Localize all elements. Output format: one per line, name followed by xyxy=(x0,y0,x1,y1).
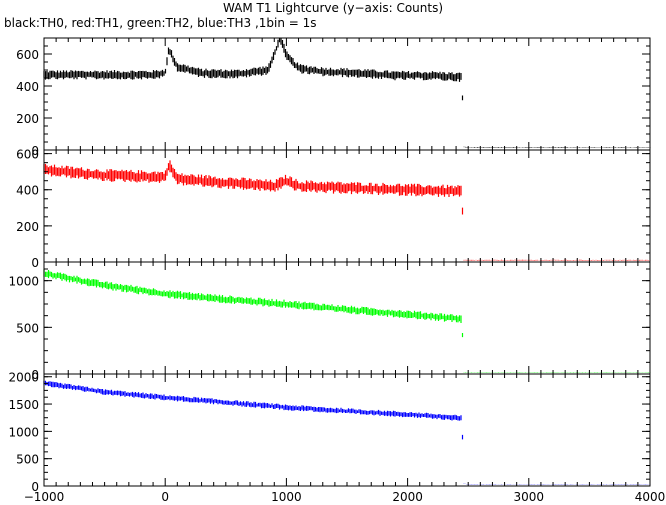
series-th1 xyxy=(43,160,651,261)
y-tick-label: 200 xyxy=(16,112,39,126)
panel-frame-th2 xyxy=(43,261,651,375)
panel-frame-th0 xyxy=(43,37,651,151)
y-tick-label: 0 xyxy=(31,480,39,494)
y-tick-label: 0 xyxy=(31,368,39,382)
chart-subtitle: black:TH0, red:TH1, green:TH2, blue:TH3 … xyxy=(4,16,317,30)
y-tick-label: 1500 xyxy=(8,398,39,412)
panel-frame-th1 xyxy=(43,149,651,263)
panel-frame-th3 xyxy=(43,373,651,487)
y-tick-label: 0 xyxy=(31,256,39,270)
y-tick-label: 500 xyxy=(16,453,39,467)
series-th3 xyxy=(43,380,651,485)
x-tick-label: −1000 xyxy=(24,490,65,504)
chart-title: WAM T1 Lightcurve (y−axis: Counts) xyxy=(222,1,444,15)
series-th0 xyxy=(43,38,651,148)
x-tick-label: 2000 xyxy=(392,490,423,504)
y-tick-label: 400 xyxy=(16,184,39,198)
y-tick-label: 0 xyxy=(31,144,39,158)
y-tick-label: 500 xyxy=(16,321,39,335)
x-tick-label: 4000 xyxy=(635,490,666,504)
x-tick-label: 1000 xyxy=(271,490,302,504)
y-tick-label: 1000 xyxy=(8,425,39,439)
series-th2 xyxy=(43,269,651,373)
y-tick-label: 2000 xyxy=(8,371,39,385)
y-tick-label: 600 xyxy=(16,48,39,62)
y-tick-label: 200 xyxy=(16,220,39,234)
y-tick-label: 600 xyxy=(16,148,39,162)
x-tick-label: 3000 xyxy=(514,490,545,504)
x-tick-label: 0 xyxy=(161,490,169,504)
y-tick-label: 1000 xyxy=(8,275,39,289)
y-tick-label: 400 xyxy=(16,80,39,94)
